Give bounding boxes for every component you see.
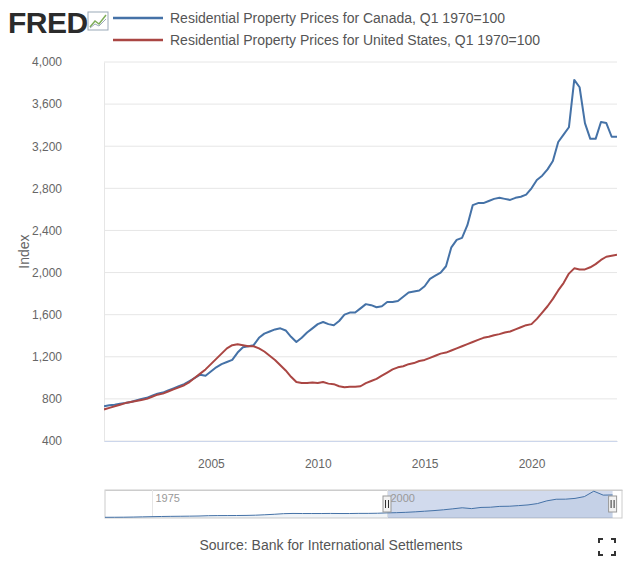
navigator-handle[interactable] [383, 496, 391, 512]
navigator-handle[interactable] [609, 496, 617, 512]
x-axis: 2005 2010 2015 2020 [105, 441, 618, 471]
y-tick-label: 2,000 [32, 266, 62, 280]
grid-line [104, 62, 617, 63]
navigator-handle-grip[interactable] [386, 500, 389, 508]
x-tick-label: 2005 [198, 457, 225, 471]
y-tick: 3,200 [32, 140, 104, 154]
y-tick-label: 1,200 [32, 350, 62, 364]
x-tick: 2010 [305, 441, 332, 471]
grid-line [104, 272, 617, 273]
logo-text: FRED [8, 6, 88, 39]
series-line [104, 80, 617, 406]
navigator-line [105, 491, 613, 517]
y-axis-line [104, 63, 105, 442]
legend-swatch [113, 17, 163, 20]
y-tick: 800 [42, 392, 104, 406]
y-tick: 3,600 [32, 97, 104, 111]
logo-icon [88, 12, 108, 30]
grid-line [104, 398, 617, 399]
series-line [104, 255, 617, 410]
logo-icon-line [90, 19, 106, 28]
y-axis: 400 800 1,200 1,600 2,000 2,400 2,800 3,200 3,60… [32, 55, 105, 448]
y-tick-label: 1,600 [32, 308, 62, 322]
grid-line [104, 230, 617, 231]
y-tick: 400 [42, 434, 104, 448]
x-tick: 2005 [198, 441, 225, 471]
grid-line [104, 188, 617, 189]
x-tick-label: 2015 [412, 457, 439, 471]
navigator-axis-line [106, 490, 623, 491]
y-tick-label: 4,000 [32, 55, 62, 69]
x-tick-label: 2010 [305, 457, 332, 471]
x-tick: 2015 [412, 441, 439, 471]
grid-line [104, 441, 617, 442]
y-tick-label: 2,800 [32, 182, 62, 196]
y-tick: 1,200 [32, 350, 104, 364]
y-tick-label: 400 [42, 434, 62, 448]
navigator-x-axis: 1975 2000 [106, 490, 623, 518]
y-tick: 4,000 [32, 55, 104, 69]
y-axis-title: Index [16, 234, 32, 268]
y-tick-label: 3,600 [32, 97, 62, 111]
plot-area [104, 80, 617, 410]
y-tick-label: 2,400 [32, 224, 62, 238]
x-tick-label: 2020 [519, 457, 546, 471]
grid-line [104, 146, 617, 147]
navigator-handle-grip[interactable] [611, 500, 614, 508]
navigator-area [105, 491, 613, 518]
y-tick: 1,600 [32, 308, 104, 322]
navigator-grid-line [152, 490, 153, 518]
navigator-plot [105, 491, 613, 518]
chart-container: FRED Residential Property Prices for Cana… [0, 0, 640, 577]
x-tick: 2020 [519, 441, 546, 471]
x-axis-line [105, 441, 618, 442]
navigator-handle-box[interactable] [383, 496, 391, 512]
fullscreen-icon[interactable] [599, 539, 615, 555]
legend-label: Residential Property Prices for Canada, … [170, 10, 505, 26]
grid-line [104, 356, 617, 357]
y-tick: 2,000 [32, 266, 104, 280]
chart-svg: FRED Residential Property Prices for Cana… [0, 0, 640, 577]
y-tick: 2,800 [32, 182, 104, 196]
y-tick-label: 3,200 [32, 140, 62, 154]
grid-line [104, 104, 617, 105]
navigator-handle-box[interactable] [609, 496, 617, 512]
legend-swatch [113, 39, 163, 42]
navigator-tick-label: 1975 [156, 492, 180, 504]
navigator-tick: 1975 [153, 490, 180, 518]
y-tick-label: 800 [42, 392, 62, 406]
legend: Residential Property Prices for Canada, … [113, 10, 540, 48]
navigator-tick-label: 2000 [391, 492, 415, 504]
navigator-frame [105, 490, 622, 518]
grid [104, 62, 617, 441]
logo-icon-box [88, 12, 108, 30]
y-tick: 2,400 [32, 224, 104, 238]
source-note: Source: Bank for International Settlemen… [199, 537, 462, 553]
legend-label: Residential Property Prices for United S… [170, 32, 540, 48]
logo-icon-line [90, 15, 106, 27]
